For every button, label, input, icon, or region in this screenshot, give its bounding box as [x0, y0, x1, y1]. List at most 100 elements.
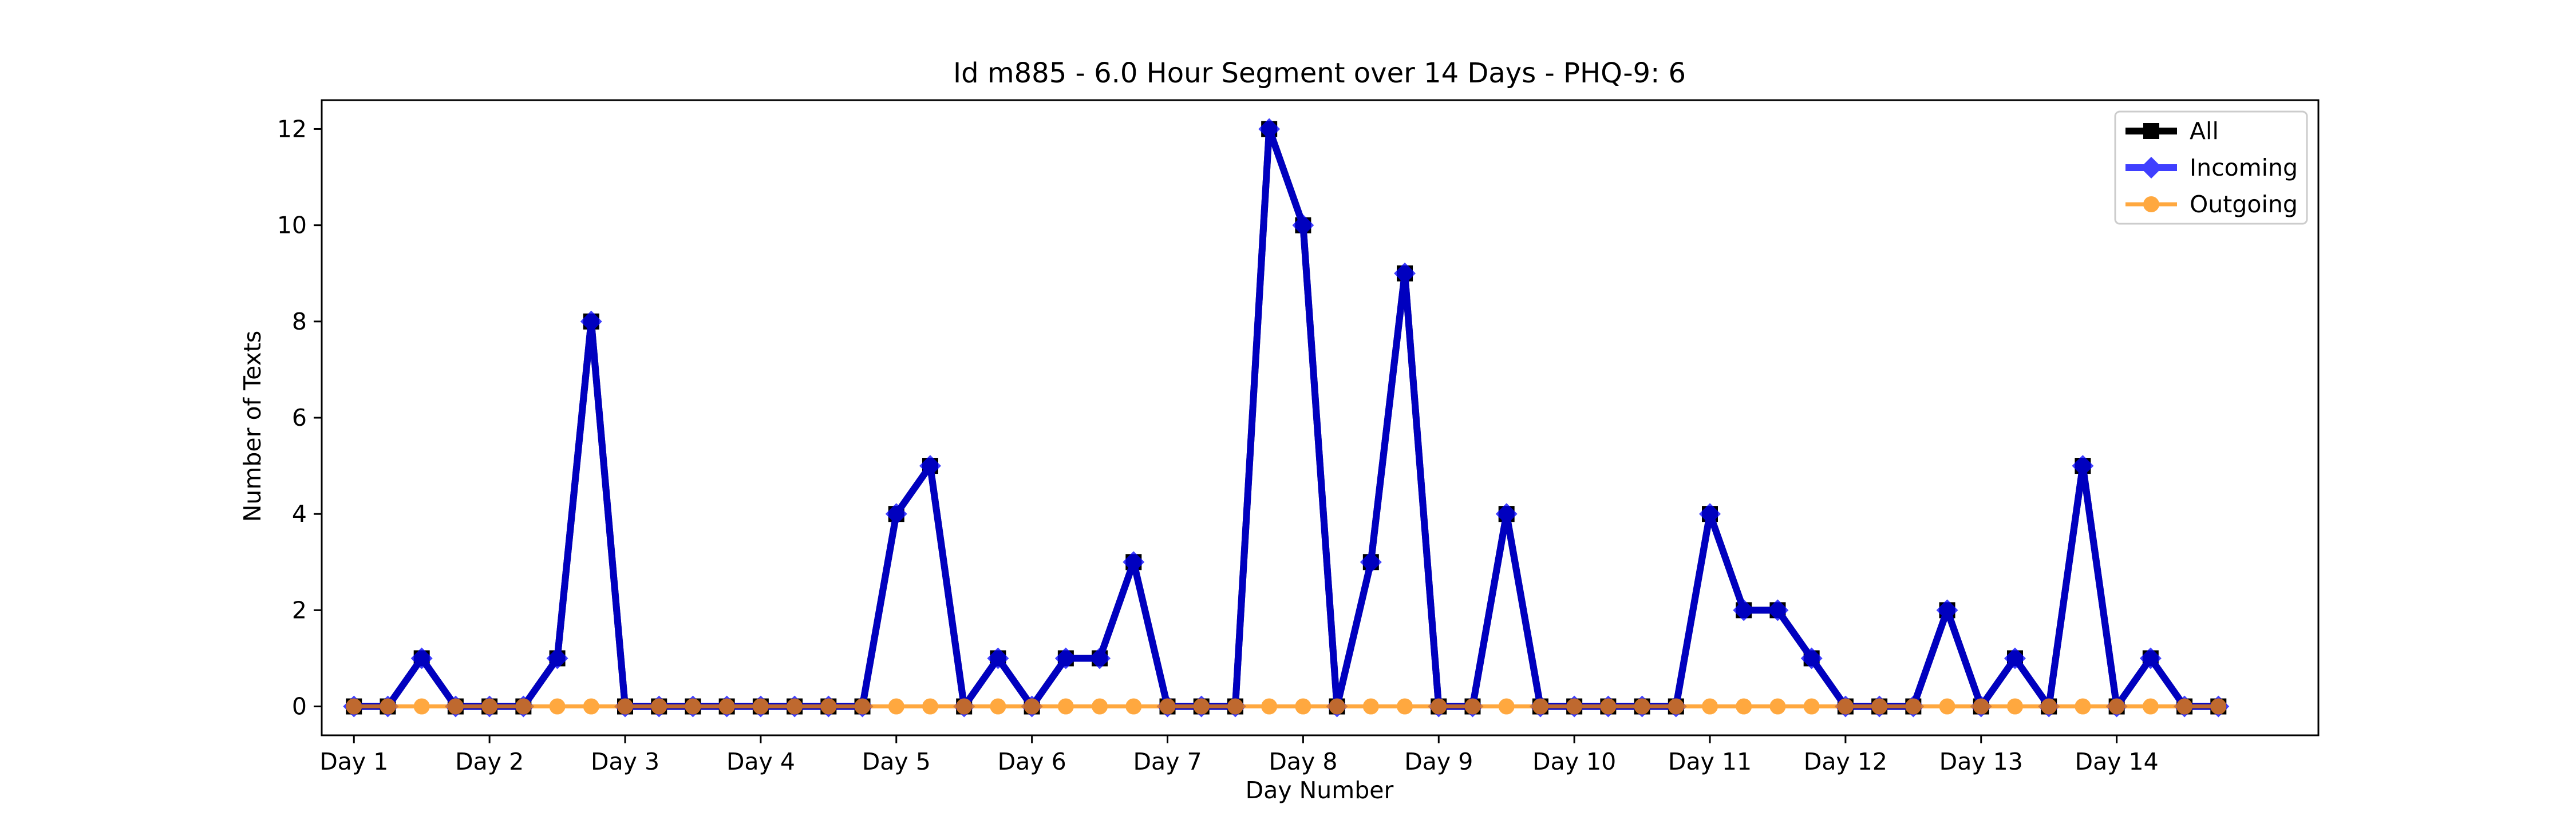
- x-tick-label: Day 5: [862, 748, 931, 775]
- data-point-outgoing: [2006, 698, 2023, 715]
- data-point-outgoing: [752, 698, 769, 715]
- y-tick-label: 10: [277, 212, 307, 239]
- series-outgoing: [346, 698, 2227, 715]
- x-tick-label: Day 14: [2075, 748, 2159, 775]
- data-point-incoming: [2072, 455, 2094, 477]
- x-tick-label: Day 12: [1804, 748, 1887, 775]
- data-point-outgoing: [1464, 698, 1481, 715]
- data-point-outgoing: [1329, 698, 1345, 715]
- x-tick-label: Day 1: [319, 748, 388, 775]
- data-point-incoming: [1123, 551, 1145, 573]
- data-point-outgoing: [2210, 698, 2227, 715]
- legend-marker-incoming: [2140, 157, 2162, 179]
- data-point-outgoing: [413, 698, 430, 715]
- data-point-outgoing: [1125, 698, 1142, 715]
- data-point-outgoing: [1057, 698, 1074, 715]
- legend-marker-all: [2143, 123, 2159, 139]
- data-point-incoming: [546, 647, 568, 670]
- data-point-incoming: [2139, 647, 2162, 670]
- legend-label-outgoing: Outgoing: [2190, 191, 2298, 218]
- data-point-outgoing: [651, 698, 667, 715]
- data-point-outgoing: [1634, 698, 1650, 715]
- data-point-outgoing: [481, 698, 498, 715]
- data-point-outgoing: [1668, 698, 1684, 715]
- legend-entry-all: [2125, 123, 2177, 139]
- data-point-outgoing: [1532, 698, 1548, 715]
- data-point-outgoing: [1295, 698, 1311, 715]
- data-point-incoming: [410, 647, 433, 670]
- data-point-outgoing: [1362, 698, 1379, 715]
- x-tick-label: Day 4: [726, 748, 795, 775]
- x-axis-label: Day Number: [1246, 777, 1394, 804]
- y-tick-label: 12: [277, 115, 307, 142]
- x-tick-label: Day 2: [455, 748, 524, 775]
- data-point-outgoing: [1939, 698, 1955, 715]
- chart-title: Id m885 - 6.0 Hour Segment over 14 Days …: [953, 57, 1686, 89]
- data-point-incoming: [1292, 214, 1314, 236]
- data-point-outgoing: [685, 698, 701, 715]
- data-point-outgoing: [1803, 698, 1820, 715]
- data-point-outgoing: [1431, 698, 1447, 715]
- x-tick-label: Day 7: [1133, 748, 1202, 775]
- data-point-outgoing: [2142, 698, 2159, 715]
- legend-entry-incoming: [2125, 157, 2177, 179]
- x-tick-label: Day 3: [591, 748, 659, 775]
- x-tick-label: Day 10: [1532, 748, 1616, 775]
- data-point-outgoing: [820, 698, 837, 715]
- data-point-outgoing: [888, 698, 904, 715]
- data-point-outgoing: [1566, 698, 1583, 715]
- data-point-outgoing: [1092, 698, 1108, 715]
- data-point-outgoing: [1871, 698, 1888, 715]
- data-point-outgoing: [1159, 698, 1176, 715]
- data-point-incoming: [1936, 599, 1958, 621]
- data-point-incoming: [1089, 647, 1111, 670]
- data-point-incoming: [1699, 503, 1721, 525]
- data-point-outgoing: [854, 698, 871, 715]
- data-point-outgoing: [1600, 698, 1617, 715]
- data-point-outgoing: [1973, 698, 1989, 715]
- data-point-outgoing: [956, 698, 973, 715]
- data-point-incoming: [987, 647, 1009, 670]
- data-point-outgoing: [922, 698, 938, 715]
- data-point-outgoing: [1837, 698, 1854, 715]
- legend-label-incoming: Incoming: [2190, 154, 2298, 181]
- data-point-outgoing: [990, 698, 1006, 715]
- x-tick-label: Day 9: [1404, 748, 1473, 775]
- data-point-outgoing: [1227, 698, 1243, 715]
- plot-area: 0 2 4 6 8 10 12 Day 1 Day 2 Day 3 Day 4 Day 5 Day 6 D…: [277, 99, 2320, 775]
- data-point-outgoing: [583, 698, 599, 715]
- data-point-outgoing: [1193, 698, 1210, 715]
- data-point-incoming: [1733, 599, 1755, 621]
- y-tick-label: 0: [292, 693, 307, 720]
- data-point-incoming: [1258, 118, 1281, 140]
- data-point-incoming: [1767, 599, 1789, 621]
- data-point-outgoing: [617, 698, 634, 715]
- x-tick-label: Day 6: [998, 748, 1066, 775]
- data-point-incoming: [919, 455, 941, 477]
- data-point-incoming: [1054, 647, 1077, 670]
- y-axis-label: Number of Texts: [239, 331, 266, 522]
- x-tick-label: Day 13: [1939, 748, 2023, 775]
- legend-marker-outgoing: [2143, 196, 2159, 212]
- data-point-incoming: [580, 310, 602, 332]
- data-point-outgoing: [515, 698, 532, 715]
- data-point-outgoing: [1905, 698, 1922, 715]
- data-point-outgoing: [1397, 698, 1413, 715]
- data-point-outgoing: [2075, 698, 2091, 715]
- data-point-outgoing: [2041, 698, 2057, 715]
- legend: All Incoming Outgoing: [2114, 110, 2308, 225]
- data-point-outgoing: [380, 698, 396, 715]
- data-point-outgoing: [346, 698, 362, 715]
- data-point-outgoing: [1736, 698, 1752, 715]
- x-tick-label: Day 8: [1269, 748, 1337, 775]
- data-point-incoming: [1360, 551, 1382, 573]
- data-point-outgoing: [1769, 698, 1786, 715]
- data-point-outgoing: [2176, 698, 2193, 715]
- data-point-outgoing: [549, 698, 566, 715]
- data-point-outgoing: [1024, 698, 1040, 715]
- data-point-outgoing: [787, 698, 803, 715]
- data-point-outgoing: [447, 698, 464, 715]
- data-point-incoming: [1800, 647, 1823, 670]
